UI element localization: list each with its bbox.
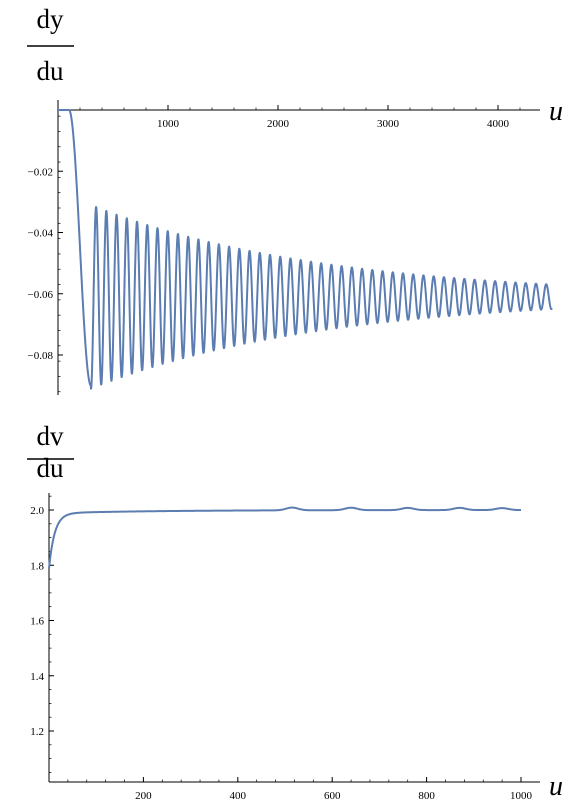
bottom-x-tick-label: 200 xyxy=(135,790,152,802)
top-x-tick-label: 2000 xyxy=(267,118,290,130)
bottom-y-tick-label: 2.0 xyxy=(30,505,44,517)
top-x-tick-label: 3000 xyxy=(377,118,400,130)
bottom-x-tick-label: 600 xyxy=(324,790,341,802)
top-y-tick-label: −0.08 xyxy=(28,350,54,362)
top-chart-dy-du: −0.02 −0.04 −0.06 −0.08 1000 2000 3000 4000 dy du… xyxy=(27,4,563,395)
bottom-y-tick-label: 1.6 xyxy=(30,616,44,628)
top-x-tick-label: 1000 xyxy=(157,118,180,130)
top-y-tick-label: −0.02 xyxy=(28,166,53,178)
bottom-x-tick-label: 1000 xyxy=(510,790,533,802)
top-xlabel: u xyxy=(549,96,563,127)
top-y-tick-label: −0.06 xyxy=(28,289,54,301)
top-x-tick-label: 4000 xyxy=(487,118,510,130)
bottom-xlabel: u xyxy=(549,771,563,802)
bottom-ylabel-denominator: du xyxy=(37,453,65,483)
top-ylabel-numerator: dy xyxy=(37,4,65,34)
bottom-x-tick-label: 800 xyxy=(418,790,435,802)
bottom-y-tick-label: 1.2 xyxy=(30,726,44,738)
top-ylabel-denominator: du xyxy=(37,56,65,86)
top-series-line xyxy=(57,109,553,390)
bottom-x-tick-label: 400 xyxy=(230,790,247,802)
bottom-series-line xyxy=(48,506,522,569)
bottom-y-tick-label: 1.4 xyxy=(30,671,44,683)
top-y-tick-label: −0.04 xyxy=(28,228,54,240)
bottom-y-tick-label: 1.8 xyxy=(30,560,44,572)
bottom-ylabel-numerator: dv xyxy=(37,421,65,451)
